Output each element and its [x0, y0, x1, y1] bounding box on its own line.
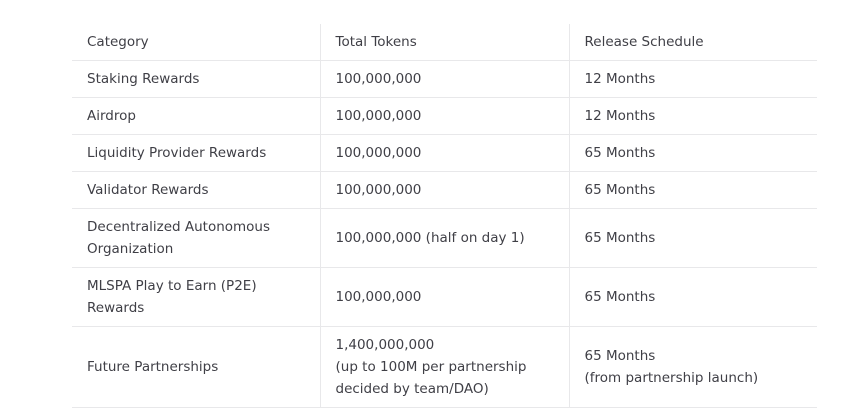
- cell-text: Validator Rewards: [87, 182, 209, 198]
- token-allocation-table-wrapper: Category Total Tokens Release Schedule S…: [72, 24, 817, 408]
- cell-total-tokens: 100,000,000: [319, 97, 569, 135]
- cell-text: Liquidity Provider Rewards: [87, 145, 267, 161]
- cell-release-schedule: 12 Months: [568, 97, 817, 135]
- cell-text: 100,000,000: [335, 289, 422, 305]
- cell-release-schedule: 65 Months: [568, 208, 817, 268]
- table-row: Staking Rewards 100,000,000 12 Months: [72, 60, 817, 98]
- cell-text: 65 Months: [584, 289, 656, 305]
- header-release-schedule: Release Schedule: [568, 24, 817, 61]
- cell-release-schedule: 65 Months: [568, 267, 817, 327]
- cell-text: 100,000,000: [335, 145, 422, 161]
- cell-category: Staking Rewards: [72, 60, 320, 98]
- cell-release-schedule: 65 Months: [568, 134, 817, 172]
- cell-total-tokens: 100,000,000: [319, 171, 569, 209]
- cell-total-tokens: 1,400,000,000 (up to 100M per partnershi…: [319, 326, 569, 408]
- cell-text: 65 Months: [584, 348, 656, 364]
- cell-text: 100,000,000: [335, 71, 422, 87]
- cell-text: 100,000,000 (half on day 1): [335, 230, 525, 246]
- cell-total-tokens: 100,000,000 (half on day 1): [319, 208, 569, 268]
- cell-text: Future Partnerships: [87, 359, 219, 375]
- cell-text: Decentralized Autonomous: [87, 219, 271, 235]
- cell-text: decided by team/DAO): [335, 381, 489, 397]
- header-total-tokens: Total Tokens: [319, 24, 569, 61]
- table-body: Staking Rewards 100,000,000 12 Months Ai…: [72, 60, 817, 408]
- cell-category: Liquidity Provider Rewards: [72, 134, 320, 172]
- cell-text: 65 Months: [584, 145, 656, 161]
- cell-text: 12 Months: [584, 71, 656, 87]
- cell-text: Organization: [87, 241, 174, 257]
- cell-release-schedule: 65 Months: [568, 171, 817, 209]
- table-row: Liquidity Provider Rewards 100,000,000 6…: [72, 134, 817, 172]
- table-row: Airdrop 100,000,000 12 Months: [72, 97, 817, 135]
- cell-text: Airdrop: [87, 108, 136, 124]
- cell-text: 1,400,000,000: [335, 337, 435, 353]
- table-header: Category Total Tokens Release Schedule: [72, 24, 817, 61]
- table-row: Future Partnerships 1,400,000,000 (up to…: [72, 326, 817, 408]
- cell-category: MLSPA Play to Earn (P2E) Rewards: [72, 267, 320, 327]
- header-category: Category: [72, 24, 320, 61]
- token-allocation-table: Category Total Tokens Release Schedule S…: [72, 24, 817, 408]
- cell-text: MLSPA Play to Earn (P2E): [87, 278, 257, 294]
- cell-category: Airdrop: [72, 97, 320, 135]
- header-row: Category Total Tokens Release Schedule: [72, 24, 817, 61]
- cell-text: 100,000,000: [335, 182, 422, 198]
- cell-text: Staking Rewards: [87, 71, 200, 87]
- cell-text: 65 Months: [584, 230, 656, 246]
- cell-text: 100,000,000: [335, 108, 422, 124]
- cell-text: Rewards: [87, 300, 145, 316]
- table-row: MLSPA Play to Earn (P2E) Rewards 100,000…: [72, 267, 817, 327]
- cell-total-tokens: 100,000,000: [319, 267, 569, 327]
- cell-total-tokens: 100,000,000: [319, 134, 569, 172]
- cell-text: 65 Months: [584, 182, 656, 198]
- cell-text: 12 Months: [584, 108, 656, 124]
- cell-release-schedule: 65 Months (from partnership launch): [568, 326, 817, 408]
- cell-category: Validator Rewards: [72, 171, 320, 209]
- cell-category: Future Partnerships: [72, 326, 320, 408]
- table-row: Validator Rewards 100,000,000 65 Months: [72, 171, 817, 209]
- table-row: Decentralized Autonomous Organization 10…: [72, 208, 817, 268]
- cell-text: (up to 100M per partnership: [335, 359, 527, 375]
- cell-release-schedule: 12 Months: [568, 60, 817, 98]
- cell-text: (from partnership launch): [584, 370, 759, 386]
- cell-category: Decentralized Autonomous Organization: [72, 208, 320, 268]
- cell-total-tokens: 100,000,000: [319, 60, 569, 98]
